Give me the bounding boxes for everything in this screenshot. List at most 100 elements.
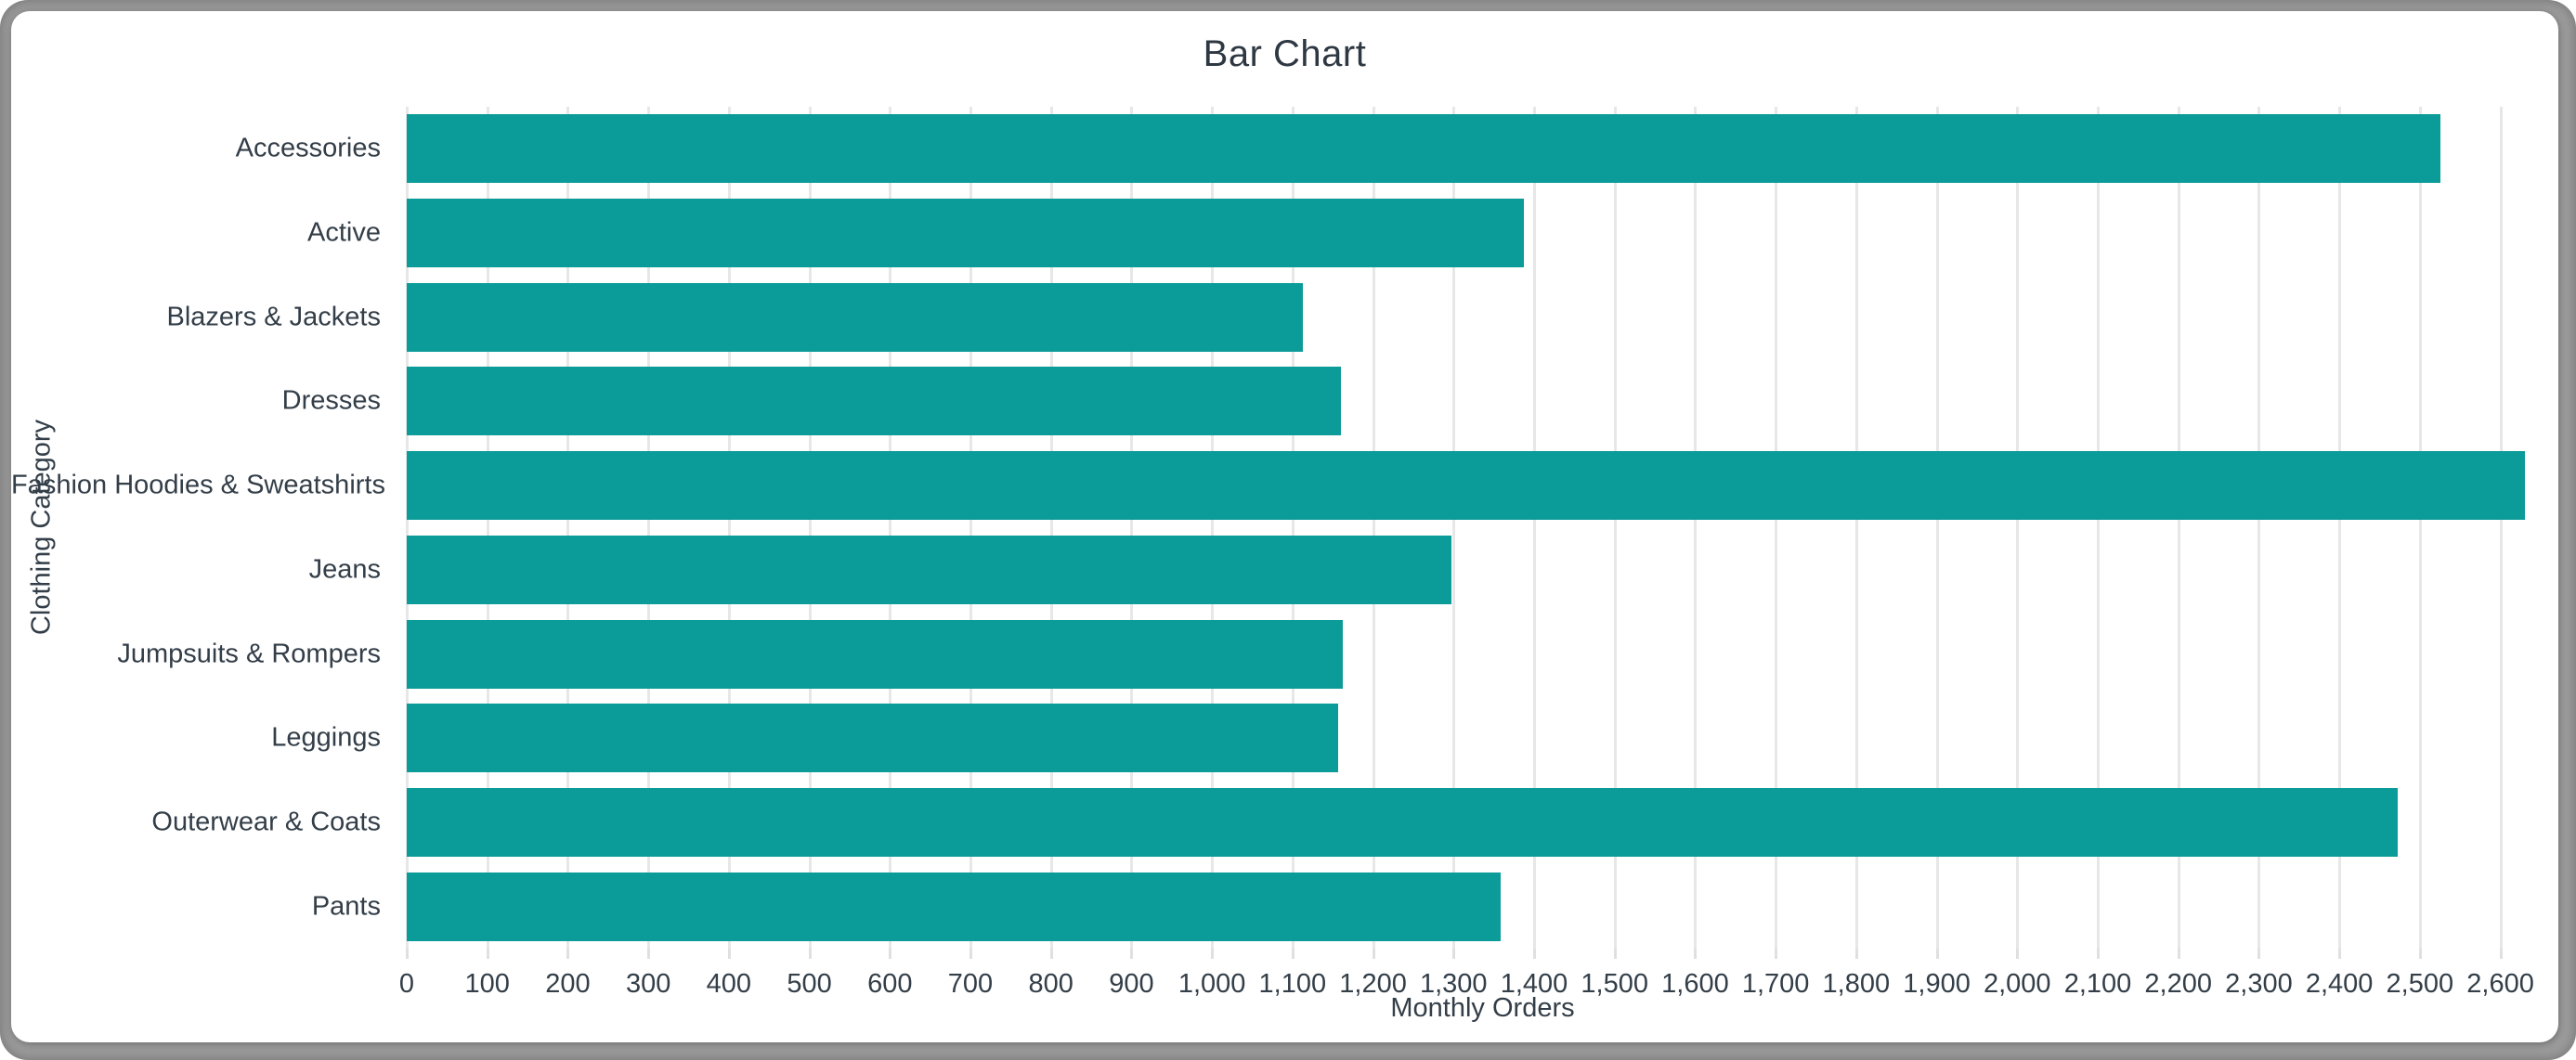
tick-mark-x-1900 [1935, 949, 1939, 959]
x-tick-2600: 2,600 [2466, 969, 2534, 999]
tick-mark-x-1300 [1452, 949, 1456, 959]
gridline-x-200 [566, 107, 570, 949]
x-tick-0: 0 [398, 969, 415, 999]
category-label-jeans: Jeans [308, 554, 381, 585]
tick-mark-x-2400 [2338, 949, 2342, 959]
bar-leggings [407, 704, 1339, 773]
x-tick-1300: 1,300 [1419, 969, 1488, 999]
tick-mark-x-2500 [2418, 949, 2422, 959]
x-tick-2400: 2,400 [2305, 969, 2374, 999]
gridline-x-1000 [1211, 107, 1215, 949]
gridline-x-1900 [1935, 107, 1939, 949]
gridline-x-1400 [1532, 107, 1536, 949]
bar-dresses [407, 367, 1341, 436]
x-tick-1700: 1,700 [1741, 969, 1810, 999]
x-tick-700: 700 [947, 969, 994, 999]
tick-mark-x-100 [486, 949, 489, 959]
tick-mark-x-2100 [2096, 949, 2100, 959]
x-tick-300: 300 [625, 969, 671, 999]
category-label-leggings: Leggings [271, 722, 381, 753]
gridline-x-1800 [1854, 107, 1858, 949]
gridline-x-1600 [1694, 107, 1698, 949]
tick-mark-x-1600 [1694, 949, 1698, 959]
tick-mark-x-500 [808, 949, 812, 959]
bar-jumpsuits-and-rompers [407, 619, 1343, 689]
gridline-x-1700 [1775, 107, 1778, 949]
x-tick-1900: 1,900 [1903, 969, 1971, 999]
x-tick-1500: 1,500 [1581, 969, 1648, 999]
x-tick-2100: 2,100 [2063, 969, 2132, 999]
category-label-accessories: Accessories [235, 133, 381, 163]
x-tick-1800: 1,800 [1822, 969, 1891, 999]
tick-mark-x-700 [969, 949, 972, 959]
gridline-x-2200 [2177, 107, 2180, 949]
gridline-x-2100 [2096, 107, 2100, 949]
gridline-x-600 [889, 107, 892, 949]
gridline-x-400 [727, 107, 731, 949]
gridline-x-0 [406, 107, 409, 949]
x-tick-2000: 2,000 [1983, 969, 2051, 999]
tick-mark-x-200 [566, 949, 570, 959]
x-tick-1200: 1,200 [1339, 969, 1407, 999]
tick-mark-x-2300 [2257, 949, 2261, 959]
gridline-x-300 [647, 107, 651, 949]
gridline-x-1200 [1372, 107, 1375, 949]
gridline-x-1300 [1452, 107, 1456, 949]
gridline-x-2000 [2016, 107, 2020, 949]
tick-mark-x-300 [647, 949, 651, 959]
x-tick-1600: 1,600 [1661, 969, 1729, 999]
x-tick-100: 100 [464, 969, 510, 999]
gridline-x-2400 [2338, 107, 2342, 949]
chart-card: Bar Chart Clothing Category Accessories A… [11, 11, 2558, 1042]
tick-mark-x-900 [1130, 949, 1134, 959]
category-label-active: Active [307, 217, 381, 248]
category-label-pants: Pants [311, 891, 381, 922]
gridline-x-1100 [1291, 107, 1295, 949]
x-tick-2200: 2,200 [2144, 969, 2212, 999]
tick-mark-x-2200 [2177, 949, 2180, 959]
x-tick-600: 600 [867, 969, 913, 999]
bar-blazers-and-jackets [407, 282, 1304, 352]
x-tick-800: 800 [1028, 969, 1073, 999]
tick-mark-x-1700 [1775, 949, 1778, 959]
x-tick-400: 400 [706, 969, 752, 999]
bar-outerwear-and-coats [407, 787, 2398, 857]
gridline-x-2300 [2257, 107, 2261, 949]
category-label-outerwear-and-coats: Outerwear & Coats [151, 807, 381, 837]
tick-mark-x-2600 [2499, 949, 2503, 959]
tick-mark-x-1100 [1291, 949, 1295, 959]
tick-mark-x-600 [889, 949, 892, 959]
tick-mark-x-1000 [1211, 949, 1215, 959]
gridline-x-900 [1130, 107, 1134, 949]
tick-mark-x-1400 [1532, 949, 1536, 959]
gridline-x-700 [969, 107, 972, 949]
category-label-blazers-and-jackets: Blazers & Jackets [166, 302, 381, 332]
x-tick-1000: 1,000 [1177, 969, 1246, 999]
bar-active [407, 199, 1524, 268]
x-tick-2300: 2,300 [2225, 969, 2293, 999]
x-tick-900: 900 [1109, 969, 1154, 999]
tick-mark-x-1800 [1854, 949, 1858, 959]
x-tick-500: 500 [787, 969, 832, 999]
gridline-x-2500 [2418, 107, 2422, 949]
gridline-x-100 [486, 107, 489, 949]
bar-jeans [407, 535, 1451, 604]
gridline-x-2600 [2499, 107, 2503, 949]
bar-accessories [407, 114, 2440, 184]
bar-pants [407, 872, 1501, 941]
chart-title: Bar Chart [1203, 33, 1367, 74]
x-tick-1100: 1,100 [1258, 969, 1327, 999]
x-tick-2500: 2,500 [2386, 969, 2454, 999]
category-label-dresses: Dresses [281, 385, 381, 416]
gridline-x-800 [1049, 107, 1053, 949]
tick-mark-x-400 [727, 949, 731, 959]
tick-mark-x-1500 [1613, 949, 1617, 959]
gridline-x-500 [808, 107, 812, 949]
plot-area [406, 107, 2558, 949]
category-label-jumpsuits-and-rompers: Jumpsuits & Rompers [117, 639, 381, 669]
tick-mark-x-1200 [1372, 949, 1375, 959]
bar-fashion-hoodies-and-sweatshirts [407, 451, 2525, 521]
x-axis-title: Monthly Orders [1390, 993, 1575, 1023]
tick-mark-x-2000 [2016, 949, 2020, 959]
